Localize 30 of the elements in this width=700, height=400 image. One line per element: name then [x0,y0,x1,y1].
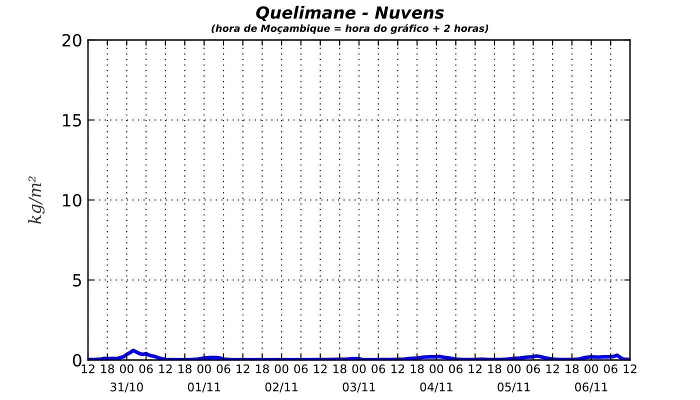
x-tick-label: 06 [216,364,230,374]
x-tick-label: 06 [294,364,308,374]
x-tick-label: 18 [256,364,269,374]
x-tick-label: 18 [410,364,424,374]
x-tick-label: 06 [604,364,618,374]
chart-subtitle: (hora de Moçambique = hora do gráfico + 2 horas) [212,24,488,34]
x-tick-label: 06 [526,364,540,374]
chart-title: Quelimane - Nuvens [256,6,444,22]
y-axis-title: kg/m² [28,176,45,224]
x-tick-label: 18 [333,364,346,374]
x-tick-label: 06 [449,364,463,374]
x-tick-label: 06 [372,364,386,374]
x-tick-label: 12 [236,364,250,374]
y-tick-label: 15 [63,114,81,127]
x-tick-label: 18 [566,364,579,374]
y-tick-label: 0 [72,354,82,367]
y-tick-label: 10 [63,194,82,207]
x-tick-label: 06 [139,364,153,374]
x-tick-label: 18 [488,364,502,374]
x-tick-label: 12 [392,364,404,374]
x-tick-label: 12 [82,364,94,374]
x-tick-label: 12 [468,364,482,374]
y-tick-label: 5 [73,274,81,287]
x-tick-label: 12 [159,364,172,374]
x-tick-label: 12 [314,364,327,374]
x-tick-label: 12 [546,364,559,374]
x-tick-label: 18 [178,364,192,374]
x-tick-label: 12 [624,364,636,374]
y-tick-label: 20 [62,34,82,47]
x-tick-label: 18 [101,364,114,374]
